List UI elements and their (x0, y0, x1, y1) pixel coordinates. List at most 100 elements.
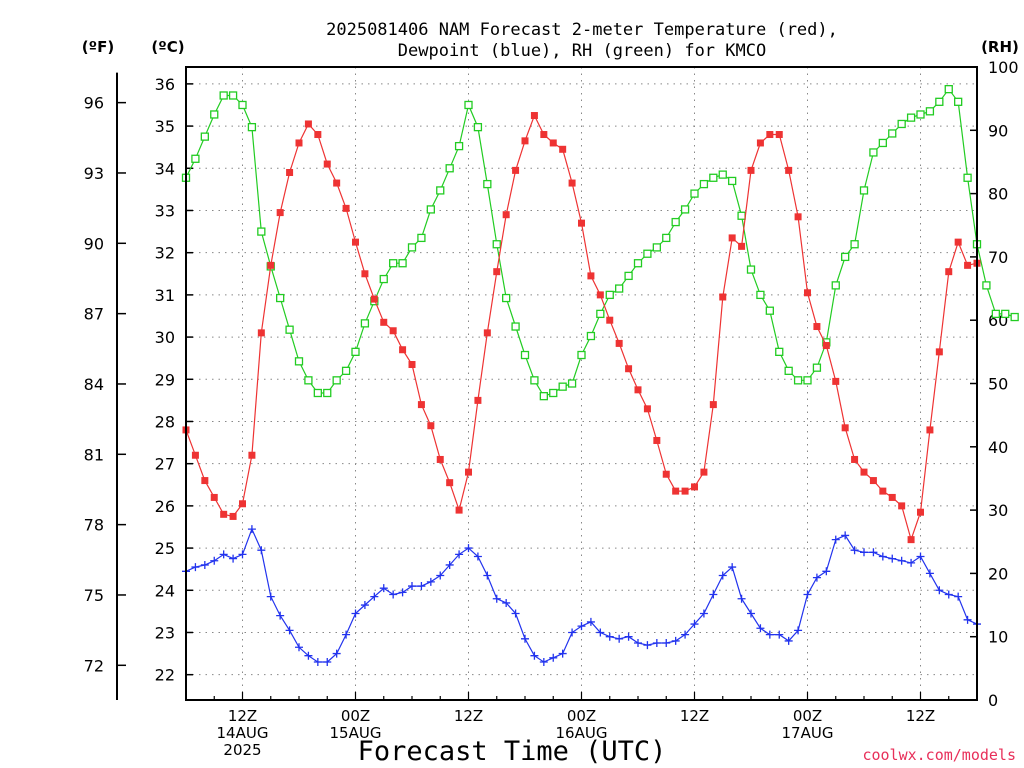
dewpoint-point (822, 567, 831, 576)
dewpoint-point (747, 609, 755, 618)
temperature-point (813, 323, 821, 331)
rh-point (389, 259, 398, 268)
dewpoint-point (605, 632, 614, 641)
rh-tick-label: 0 (988, 691, 998, 710)
rh-series (181, 85, 1019, 401)
temperature-point (333, 179, 341, 187)
celsius-tick-label: 24 (155, 581, 175, 600)
rh-point (247, 122, 257, 132)
rh-point (916, 110, 925, 119)
temperature-point (455, 506, 463, 514)
dewpoint-point (219, 550, 228, 559)
temperature-point (380, 318, 388, 326)
rh-point (633, 259, 643, 268)
dewpoint-point (615, 634, 624, 643)
dewpoint-point (398, 588, 407, 597)
temperature-point (709, 401, 717, 409)
celsius-tick-label: 32 (155, 244, 175, 263)
rh-point (200, 132, 209, 141)
rh-point (520, 350, 530, 360)
temperature-point (869, 477, 877, 485)
temperature-point (276, 209, 284, 217)
rh-point (991, 309, 1000, 319)
temperature-point (267, 261, 275, 269)
dewpoint-point (464, 544, 473, 553)
celsius-tick-label: 31 (155, 286, 175, 305)
rh-point (304, 376, 313, 385)
chart-title-line-2: Dewpoint (blue), RH (green) for KMCO (398, 41, 766, 61)
dewpoint-point (257, 546, 266, 555)
dewpoint-point (671, 636, 680, 645)
rh-point (483, 179, 492, 189)
temperature-point (314, 131, 322, 139)
rh-point (436, 186, 445, 195)
dewpoint-point (247, 525, 256, 534)
dewpoint-point (568, 628, 577, 637)
celsius-unit-label: (ºC) (151, 38, 184, 56)
dewpoint-point (285, 626, 294, 635)
rh-point (341, 366, 351, 375)
dewpoint-point (389, 590, 398, 599)
temperature-point (606, 316, 614, 324)
temperature-point (436, 455, 444, 463)
celsius-tick-label: 27 (155, 455, 175, 474)
temperature-point (201, 477, 209, 485)
dewpoint-point (323, 658, 332, 667)
temperature-point (474, 396, 482, 404)
temperature-point (794, 213, 802, 221)
rh-point (859, 186, 869, 195)
rh-point (793, 376, 803, 385)
x-tick-label: 16AUG (556, 724, 608, 742)
rh-point (709, 173, 718, 182)
dewpoint-point (530, 651, 539, 660)
temperature-point (530, 112, 538, 120)
rh-tick-label: 10 (988, 628, 1008, 647)
temperature-point (672, 487, 680, 495)
x-tick-label: 17AUG (782, 724, 834, 742)
rh-point (567, 379, 577, 388)
celsius-tick-label: 34 (155, 159, 175, 178)
dewpoint-point (699, 609, 708, 618)
temperature-point (370, 295, 378, 303)
dewpoint-point (925, 569, 934, 578)
rh-point (445, 164, 454, 173)
rh-point (897, 119, 906, 129)
rh-point (775, 347, 784, 357)
rh-tick-label: 70 (988, 248, 1008, 267)
rh-point (954, 97, 963, 106)
rh-tick-label: 30 (988, 501, 1008, 520)
dewpoint-point (624, 632, 633, 641)
x-tick-label: 15AUG (330, 724, 382, 742)
temperature-point (239, 500, 246, 508)
dewpoint-point (709, 590, 718, 599)
dewpoint-point (455, 550, 464, 559)
dewpoint-point (662, 639, 671, 648)
rh-point (351, 347, 360, 357)
dewpoint-point (342, 630, 351, 639)
dewpoint-point (210, 556, 219, 565)
rh-tick-label: 80 (988, 185, 1008, 204)
rh-point (652, 243, 661, 252)
plot-frame (185, 66, 978, 701)
rh-point (257, 227, 266, 236)
temperature-point (945, 268, 953, 276)
temperature-point (210, 493, 218, 501)
rh-point (690, 189, 699, 198)
celsius-tick-label: 30 (155, 328, 175, 347)
rh-point (878, 138, 887, 148)
temperature-point (389, 327, 397, 335)
rh-unit-label: (RH) (981, 38, 1019, 56)
rh-point (577, 350, 586, 360)
temperature-point (860, 468, 868, 476)
rh-point (662, 233, 671, 243)
celsius-tick-label: 28 (155, 412, 175, 431)
temperature-point (286, 169, 294, 176)
rh-tick-label: 100 (988, 58, 1019, 77)
rh-point (812, 363, 822, 372)
temperature-point (568, 179, 576, 187)
temperature-point (587, 272, 595, 280)
temperature-point (747, 166, 755, 174)
dewpoint-point (577, 622, 586, 631)
dewpoint-point (276, 611, 285, 620)
